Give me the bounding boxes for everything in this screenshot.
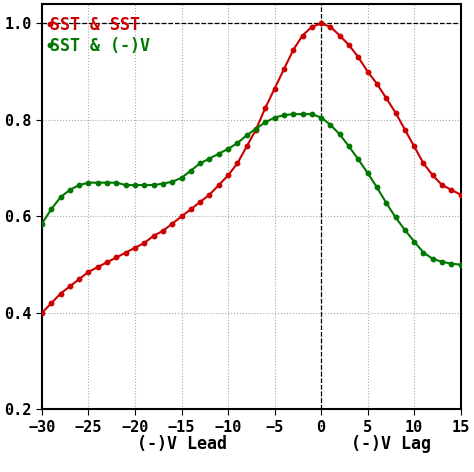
SST & (-)V [104, 180, 110, 185]
SST & (-)V [197, 160, 203, 166]
SST & (-)V [160, 181, 166, 186]
SST & (-)V [291, 111, 296, 117]
SST & SST [151, 233, 156, 238]
SST & SST [244, 143, 249, 149]
SST & SST [402, 127, 408, 133]
SST & (-)V [402, 227, 408, 233]
SST & SST [104, 260, 110, 265]
SST & (-)V [374, 185, 380, 190]
SST & SST [114, 254, 119, 260]
SST & (-)V [318, 115, 324, 120]
SST & (-)V [141, 182, 147, 188]
SST & SST [132, 245, 138, 251]
SST & (-)V [216, 151, 222, 157]
SST & (-)V [58, 194, 64, 200]
SST & (-)V [281, 112, 287, 118]
SST & SST [356, 54, 361, 60]
SST & (-)V [76, 182, 82, 188]
SST & SST [346, 42, 352, 48]
SST & SST [281, 67, 287, 72]
SST & SST [411, 143, 417, 149]
SST & (-)V [179, 175, 184, 181]
SST & SST [430, 173, 436, 178]
Line: SST & (-)V: SST & (-)V [39, 111, 464, 268]
SST & SST [318, 21, 324, 26]
SST & SST [169, 221, 175, 227]
SST & SST [188, 206, 194, 212]
SST & (-)V [393, 215, 399, 220]
SST & (-)V [207, 156, 212, 161]
SST & SST [439, 182, 445, 188]
SST & SST [39, 310, 45, 316]
SST & SST [216, 182, 222, 188]
SST & SST [235, 160, 240, 166]
SST & (-)V [114, 180, 119, 185]
SST & (-)V [420, 250, 426, 255]
SST & (-)V [411, 239, 417, 244]
SST & (-)V [356, 157, 361, 162]
SST & SST [458, 192, 464, 198]
SST & SST [291, 47, 296, 53]
SST & SST [95, 264, 100, 270]
SST & (-)V [253, 126, 259, 132]
SST & SST [300, 33, 305, 38]
SST & SST [272, 86, 277, 92]
Text: (-)V Lead: (-)V Lead [137, 435, 227, 453]
SST & (-)V [337, 132, 343, 137]
SST & (-)V [365, 170, 371, 176]
SST & (-)V [244, 133, 249, 138]
SST & SST [253, 127, 259, 133]
SST & (-)V [383, 200, 389, 206]
SST & SST [67, 284, 73, 289]
SST & (-)V [39, 221, 45, 227]
SST & SST [365, 69, 371, 75]
SST & (-)V [235, 140, 240, 146]
SST & (-)V [346, 143, 352, 149]
SST & (-)V [458, 262, 464, 268]
SST & SST [76, 276, 82, 282]
SST & SST [48, 300, 54, 306]
SST & (-)V [151, 182, 156, 188]
SST & SST [337, 33, 343, 38]
SST & SST [58, 291, 64, 296]
SST & (-)V [439, 259, 445, 265]
SST & SST [225, 173, 231, 178]
Line: SST & SST: SST & SST [39, 21, 464, 316]
SST & (-)V [328, 122, 333, 127]
SST & (-)V [95, 180, 100, 185]
Text: (-)V Lag: (-)V Lag [351, 435, 431, 453]
SST & SST [207, 192, 212, 198]
SST & (-)V [263, 119, 268, 125]
SST & SST [197, 199, 203, 205]
SST & (-)V [448, 261, 454, 267]
SST & (-)V [272, 115, 277, 120]
SST & (-)V [132, 182, 138, 188]
SST & SST [448, 187, 454, 193]
SST & SST [160, 228, 166, 234]
SST & SST [86, 269, 91, 275]
SST & (-)V [67, 187, 73, 193]
SST & SST [328, 24, 333, 30]
SST & SST [420, 160, 426, 166]
Legend: SST & SST, SST & (-)V: SST & SST, SST & (-)V [50, 17, 150, 55]
SST & (-)V [225, 146, 231, 152]
SST & (-)V [188, 168, 194, 173]
SST & SST [309, 24, 315, 30]
SST & (-)V [300, 111, 305, 117]
SST & (-)V [430, 256, 436, 261]
SST & SST [393, 110, 399, 116]
SST & SST [179, 214, 184, 219]
SST & (-)V [123, 182, 128, 188]
SST & SST [263, 105, 268, 111]
SST & (-)V [86, 180, 91, 185]
SST & SST [141, 240, 147, 246]
SST & SST [383, 95, 389, 101]
SST & (-)V [169, 179, 175, 185]
SST & (-)V [48, 206, 54, 212]
SST & (-)V [309, 111, 315, 117]
SST & SST [374, 81, 380, 86]
SST & SST [123, 250, 128, 255]
